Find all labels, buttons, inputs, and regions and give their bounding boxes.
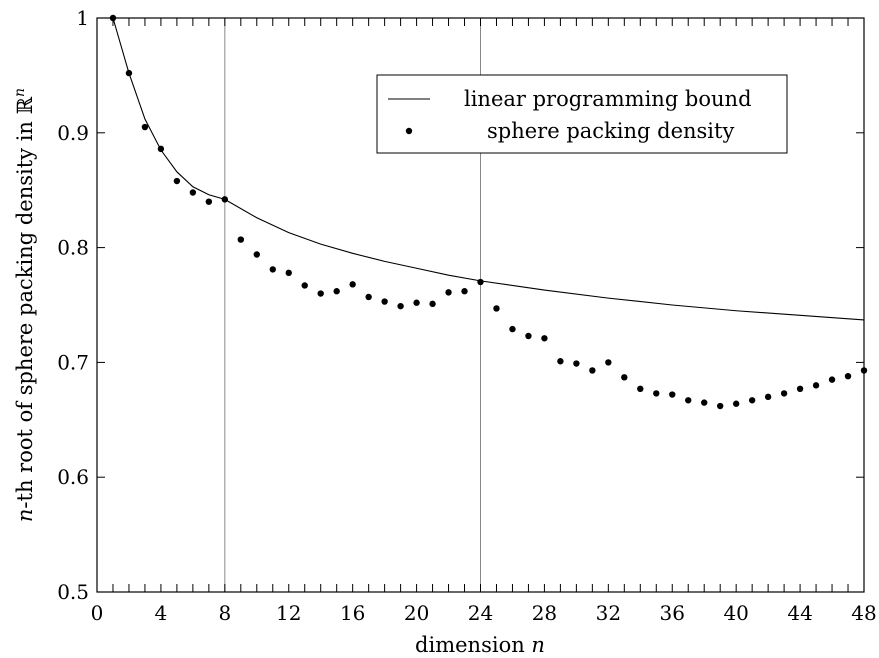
density-point [253,251,260,258]
density-point [397,302,404,310]
x-tick-label: 8 [218,601,231,625]
density-point [637,385,644,393]
density-point [812,382,820,389]
density-point [669,391,676,398]
legend: linear programming bound sphere packing … [376,74,788,154]
density-point [221,196,229,203]
legend-entry-linear-programming-bound: linear programming bound [464,87,752,111]
axis-ticks [96,17,865,593]
density-point [685,397,692,404]
legend-box [376,74,788,154]
density-point [429,300,436,308]
x-tick-label: 4 [155,601,168,625]
legend-point-swatch [405,127,413,135]
density-point [764,393,772,401]
density-point [445,289,452,296]
x-tick-label: 32 [596,601,621,625]
density-point [365,293,372,301]
density-point [285,269,292,277]
density-point [141,123,149,131]
density-point [525,332,532,340]
density-point [333,288,340,295]
density-point [205,198,213,205]
density-point [557,358,564,365]
density-point [301,282,308,289]
x-tick-label: 0 [91,601,104,625]
density-point [732,400,740,407]
density-point [477,278,484,286]
density-point [621,374,628,381]
density-point [653,390,660,397]
x-tick-label: 36 [660,601,685,625]
plot-frame [96,17,865,593]
density-point [573,360,580,367]
density-point [828,376,836,383]
density-point [381,298,388,305]
x-tick-label: 24 [468,601,493,625]
density-point [125,69,133,77]
density-point [317,290,324,297]
x-tick-label: 48 [851,601,876,625]
density-point [189,189,197,196]
y-tick-label: 1 [76,6,89,30]
bound-curve [112,17,865,321]
y-tick-label: 0.7 [57,350,89,374]
density-point [716,402,724,410]
density-point [413,299,420,306]
density-point [589,367,596,374]
series-sphere-packing-density [109,14,868,410]
density-point [780,390,788,397]
y-tick-label: 0.6 [57,465,89,489]
y-tick-label: 0.9 [57,121,89,145]
density-point [269,266,276,273]
density-point [509,325,516,333]
density-point [605,359,612,366]
density-point [748,397,756,404]
density-point [701,399,708,406]
density-point [796,385,804,393]
x-axis-label: dimension n [415,633,545,657]
x-tick-label: 20 [404,601,429,625]
y-tick-label: 0.5 [57,580,89,604]
x-tick-label: 44 [787,601,812,625]
x-tick-label: 12 [276,601,301,625]
density-point [844,372,852,380]
y-tick-label: 0.8 [57,236,89,260]
x-tick-label: 16 [340,601,365,625]
density-point [461,288,468,295]
density-point [237,236,245,243]
x-tick-label: 28 [532,601,557,625]
tick-labels: 0 4 8 12 16 20 24 28 32 36 40 44 480.50.60.70.80.91 [57,6,877,625]
density-point [349,281,356,288]
series-linear-programming-bound [112,17,865,321]
density-point [493,305,500,312]
legend-entry-sphere-packing-density: sphere packing density [487,119,734,143]
density-point [541,335,548,342]
x-tick-label: 40 [723,601,748,625]
density-point [173,177,181,185]
y-axis-label: n-th root of sphere packing density in ℝ… [12,88,37,522]
density-point [157,145,165,153]
